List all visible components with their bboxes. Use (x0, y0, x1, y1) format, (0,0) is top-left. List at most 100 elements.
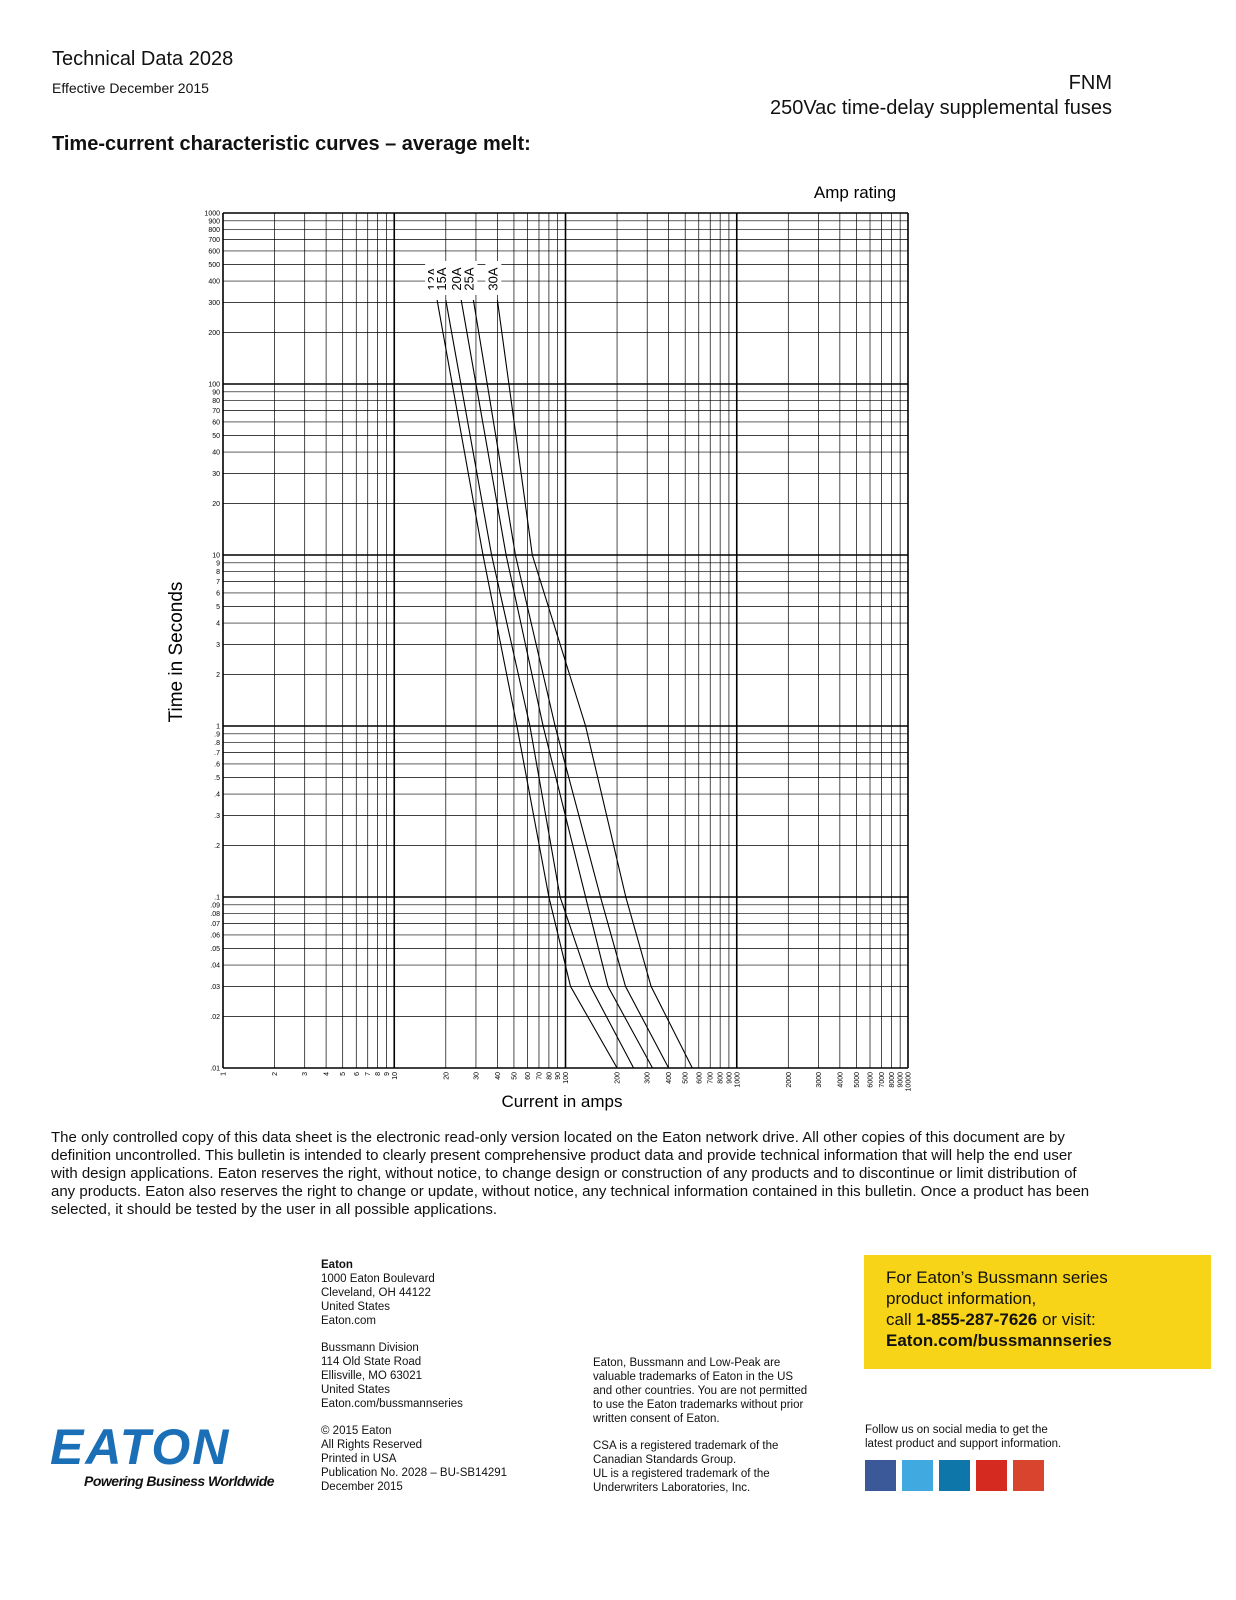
y-tick-label: 9 (216, 560, 220, 567)
curve-label: 25A (461, 267, 476, 290)
x-tick-label: 5 (340, 1072, 347, 1076)
y-tick-label: 400 (208, 279, 220, 286)
y-tick-label: 4 (216, 621, 220, 628)
text-line: valuable trademarks of Eaton in the US (593, 1371, 794, 1383)
y-tick-label: .6 (214, 761, 220, 768)
x-tick-label: 2000 (786, 1072, 793, 1088)
twitter-icon[interactable] (902, 1460, 933, 1491)
text-line: Eaton.com/bussmannseries (321, 1398, 463, 1410)
effective-date: Effective December 2015 (52, 80, 209, 96)
text-line: Ellisville, MO 63021 (321, 1370, 422, 1382)
y-tick-label: 70 (212, 408, 220, 415)
x-tick-label: 3000 (816, 1072, 823, 1088)
x-tick-label: 6000 (868, 1072, 875, 1088)
product-code: FNM (1068, 72, 1112, 94)
product-desc: 250Vac time-delay supplemental fuses (769, 97, 1112, 119)
text-line: All Rights Reserved (321, 1439, 422, 1451)
promo-line: For Eaton’s Bussmann series (886, 1268, 1108, 1287)
curve-label-bg (485, 261, 502, 295)
x-tick-label: 9 (384, 1072, 391, 1076)
x-tick-label: 50 (511, 1072, 518, 1080)
x-axis-label: Current in amps (502, 1092, 623, 1111)
x-tick-label: 60 (525, 1072, 532, 1080)
y-tick-label: 1000 (204, 211, 220, 218)
promo-phone: 1-855-287-7626 (916, 1310, 1038, 1329)
promo-line: product information, (886, 1289, 1037, 1308)
y-tick-label: .3 (214, 813, 220, 820)
y-tick-label: .04 (210, 963, 220, 970)
x-tick-label: 800 (718, 1072, 725, 1084)
y-tick-label: 300 (208, 300, 220, 307)
copyright: © 2015 Eaton All Rights Reserved Printed i… (321, 1424, 507, 1494)
x-tick-label: 7 (365, 1072, 372, 1076)
linkedin-icon[interactable] (939, 1460, 970, 1491)
text-line: December 2015 (321, 1481, 403, 1493)
text-line: © 2015 Eaton (321, 1425, 392, 1437)
y-tick-label: .8 (214, 740, 220, 747)
y-tick-label: 900 (208, 218, 220, 225)
curve-label-bg (461, 261, 478, 295)
y-tick-label: 50 (212, 433, 220, 440)
curve-label: 15A (434, 267, 449, 290)
youtube-icon[interactable] (976, 1460, 1007, 1491)
text-line: Follow us on social media to get the (865, 1424, 1048, 1436)
y-tick-label: 8 (216, 569, 220, 576)
x-tick-label: 30 (473, 1072, 480, 1080)
y-tick-label: 6 (216, 590, 220, 597)
promo-url[interactable]: Eaton.com/bussmannseries (886, 1331, 1112, 1350)
x-tick-label: 400 (666, 1072, 673, 1084)
y-tick-label: 3 (216, 642, 220, 649)
y-tick-label: .05 (210, 946, 220, 953)
x-tick-label: 8000 (889, 1072, 896, 1088)
x-tick-label: 7000 (879, 1072, 886, 1088)
x-tick-label: 80 (546, 1072, 553, 1080)
text-line: UL is a registered trademark of the (593, 1468, 770, 1480)
y-tick-label: 7 (216, 579, 220, 586)
y-tick-label: .7 (214, 750, 220, 757)
y-tick-label: 100 (208, 382, 220, 389)
x-tick-label: 8 (375, 1072, 382, 1076)
text-line: Publication No. 2028 – BU-SB14291 (321, 1467, 508, 1479)
legend-title: Amp rating (814, 183, 896, 202)
x-tick-label: 3 (302, 1072, 309, 1076)
logo-tagline: Powering Business Worldwide (84, 1473, 275, 1489)
trademarks: Eaton, Bussmann and Low-Peak are valuable… (593, 1356, 807, 1426)
y-tick-label: .08 (210, 911, 220, 918)
y-tick-label: 80 (212, 398, 220, 405)
x-tick-label: 200 (615, 1072, 622, 1084)
y-tick-label: .09 (210, 902, 220, 909)
social-icons (865, 1460, 1044, 1491)
x-tick-label: 300 (645, 1072, 652, 1084)
promo-text: or visit: (1037, 1310, 1096, 1329)
googleplus-icon[interactable] (1013, 1460, 1044, 1491)
x-tick-label: 1000 (734, 1072, 741, 1088)
text-line: to use the Eaton trademarks without prio… (593, 1399, 804, 1411)
y-tick-label: .02 (210, 1014, 220, 1021)
promo-text: call (886, 1310, 917, 1329)
curve-label-bg (449, 261, 466, 295)
y-tick-label: 500 (208, 262, 220, 269)
y-tick-label: 40 (212, 450, 220, 457)
x-tick-label: 5000 (854, 1072, 861, 1088)
y-tick-label: 700 (208, 237, 220, 244)
chart: Amp rating Current in amps Time in Secon… (166, 183, 913, 1111)
x-tick-label: 20 (443, 1072, 450, 1080)
y-tick-label: 600 (208, 248, 220, 255)
text-line: Cleveland, OH 44122 (321, 1287, 431, 1299)
y-tick-label: 90 (212, 389, 220, 396)
text-line: CSA is a registered trademark of the (593, 1440, 779, 1452)
y-tick-label: .2 (214, 843, 220, 850)
y-tick-label: .03 (210, 984, 220, 991)
y-tick-label: .01 (210, 1066, 220, 1073)
x-tick-label: 600 (696, 1072, 703, 1084)
x-tick-label: 500 (683, 1072, 690, 1084)
curve-label: 20A (449, 267, 464, 290)
y-tick-label: 2 (216, 672, 220, 679)
x-tick-label: 9000 (898, 1072, 905, 1088)
y-tick-label: .07 (210, 921, 220, 928)
curve-label: 30A (485, 267, 500, 290)
text-line: United States (321, 1301, 391, 1313)
facebook-icon[interactable] (865, 1460, 896, 1491)
y-tick-label: 60 (212, 419, 220, 426)
curve (460, 299, 653, 1069)
